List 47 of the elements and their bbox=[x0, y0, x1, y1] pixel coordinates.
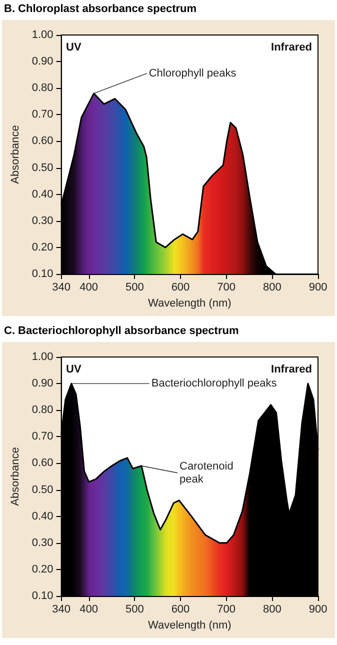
y-tick-label: 0.50 bbox=[32, 484, 54, 496]
x-tick-label: 800 bbox=[262, 282, 282, 294]
y-tick-label: 0.10 bbox=[32, 590, 54, 602]
y-tick-label: 0.50 bbox=[32, 162, 54, 174]
y-tick-label: 0.80 bbox=[32, 82, 54, 94]
y-axis-title: Absorbance bbox=[10, 447, 22, 506]
annotation: UV bbox=[66, 364, 82, 376]
y-tick-label: 1.00 bbox=[32, 351, 54, 363]
y-tick-label: 0.70 bbox=[32, 108, 54, 121]
y-tick-label: 0.10 bbox=[32, 268, 54, 280]
x-tick-label: 400 bbox=[80, 604, 98, 616]
annotation: Bacteriochlorophyll peaks bbox=[151, 378, 278, 390]
y-tick-label: 0.60 bbox=[32, 135, 54, 148]
y-tick-label: 0.20 bbox=[32, 563, 54, 576]
x-tick-label: 500 bbox=[125, 282, 144, 294]
x-tick-label: 600 bbox=[171, 604, 190, 616]
annotation: Carotenoid peak bbox=[180, 460, 234, 486]
y-tick-label: 1.00 bbox=[32, 29, 54, 41]
y-tick-label: 0.40 bbox=[32, 510, 54, 522]
y-tick-label: 0.30 bbox=[32, 214, 54, 227]
annotation: UV bbox=[66, 42, 82, 54]
y-tick-label: 0.70 bbox=[32, 430, 54, 443]
x-tick-label: 500 bbox=[125, 604, 144, 616]
y-tick-label: 0.40 bbox=[32, 188, 54, 200]
x-tick-label: 600 bbox=[171, 282, 190, 294]
x-tick-label: 700 bbox=[217, 604, 236, 616]
y-tick-label: 0.90 bbox=[32, 378, 54, 390]
annotation: Infrared bbox=[271, 42, 312, 54]
x-tick-label: 900 bbox=[308, 604, 328, 616]
chart-title: C. Bacteriochlorophyll absorbance spectrum bbox=[3, 324, 240, 339]
x-tick-label: 340 bbox=[52, 604, 70, 616]
y-tick-label: 0.80 bbox=[32, 404, 54, 416]
x-axis-title: Wavelength (nm) bbox=[148, 297, 232, 310]
x-tick-label: 800 bbox=[262, 604, 282, 616]
y-axis-title: Absorbance bbox=[10, 125, 22, 184]
y-tick-label: 0.30 bbox=[32, 536, 54, 549]
x-tick-label: 900 bbox=[308, 282, 328, 294]
y-tick-label: 0.20 bbox=[32, 241, 54, 254]
y-tick-label: 0.90 bbox=[32, 56, 54, 68]
annotation: Infrared bbox=[271, 364, 312, 376]
chart-title: B. Chloroplast absorbance spectrum bbox=[3, 2, 198, 17]
y-tick-label: 0.60 bbox=[32, 457, 54, 470]
x-tick-label: 340 bbox=[52, 282, 70, 294]
annotation: Chlorophyll peaks bbox=[148, 67, 237, 80]
x-tick-label: 400 bbox=[80, 282, 98, 294]
x-tick-label: 700 bbox=[217, 282, 236, 294]
x-axis-title: Wavelength (nm) bbox=[148, 619, 232, 632]
